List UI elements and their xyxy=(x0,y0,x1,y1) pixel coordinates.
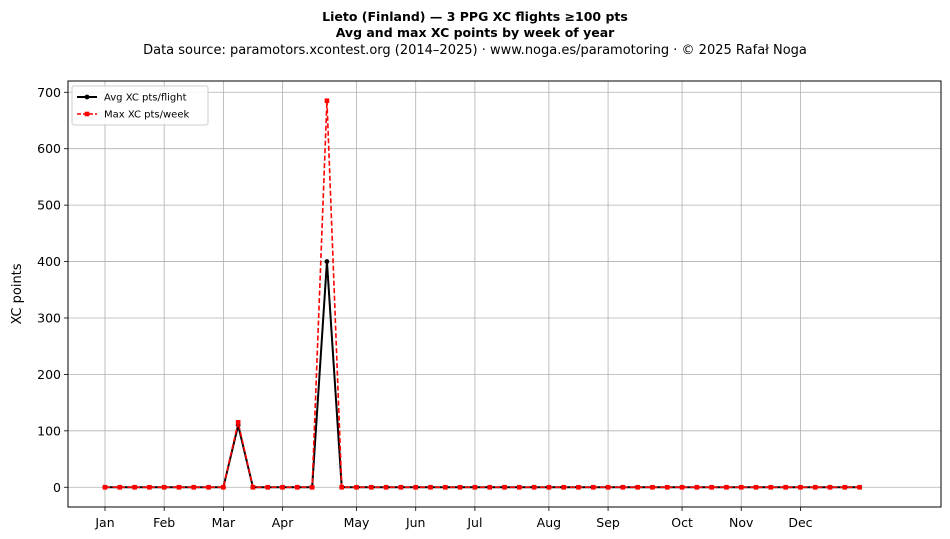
data-point-max xyxy=(265,484,271,490)
data-point-max xyxy=(753,484,759,490)
legend-label: Avg XC pts/flight xyxy=(104,93,187,104)
data-point-max xyxy=(221,484,226,490)
series-line-max xyxy=(104,99,860,489)
grid-lines xyxy=(68,81,941,507)
data-point-max xyxy=(709,484,714,490)
legend: Avg XC pts/flight Max XC pts/week xyxy=(71,85,209,126)
data-point-max xyxy=(546,484,552,490)
data-point-max xyxy=(117,484,123,490)
data-point-max xyxy=(724,484,729,490)
data-point-max xyxy=(339,484,345,490)
data-point-max xyxy=(250,484,256,490)
data-point-max xyxy=(798,484,803,490)
legend-label: Max XC pts/week xyxy=(104,110,189,121)
chart-source-note: Data source: paramotors.xcontest.org (20… xyxy=(143,43,807,58)
data-point-max xyxy=(768,484,774,490)
data-point-max xyxy=(738,484,744,490)
x-tick-label: Oct xyxy=(671,515,693,530)
data-point-max xyxy=(398,484,404,490)
data-point-max xyxy=(576,484,581,490)
x-tick-label: Mar xyxy=(212,515,236,530)
legend-box xyxy=(71,85,209,126)
data-point-max xyxy=(827,484,833,490)
y-axis-label: XC points xyxy=(10,263,25,324)
data-point-max xyxy=(295,484,300,490)
data-point-max xyxy=(635,484,640,490)
data-point-max xyxy=(457,484,463,490)
data-point-max xyxy=(191,484,197,490)
x-tick-label: May xyxy=(344,515,370,530)
x-tick-label: Sep xyxy=(596,515,620,530)
data-point-max xyxy=(783,484,788,490)
data-point-max xyxy=(857,484,862,490)
data-point-max xyxy=(590,484,596,490)
data-point-max xyxy=(694,484,700,490)
data-point-max xyxy=(487,484,493,490)
data-point-max xyxy=(369,484,374,490)
x-tick-label: Jul xyxy=(466,515,482,530)
data-point-max xyxy=(147,484,152,490)
data-point-max xyxy=(280,484,285,490)
data-point-max xyxy=(132,484,137,490)
data-point-max xyxy=(176,484,182,490)
legend-swatch-marker xyxy=(84,94,90,100)
y-tick-label: 0 xyxy=(53,480,61,495)
data-point-max xyxy=(354,484,359,490)
data-point-max xyxy=(620,484,626,490)
series-layer xyxy=(102,98,863,490)
data-point-max xyxy=(664,484,670,490)
data-point-max xyxy=(413,484,419,490)
y-tick-label: 600 xyxy=(37,141,61,156)
data-point-max xyxy=(443,484,448,490)
data-point-max xyxy=(531,484,537,490)
y-tick-label: 700 xyxy=(37,85,61,100)
data-point-max xyxy=(561,484,566,490)
x-axis: Jan Feb Mar Apr May Jun Jul Aug Sep Oct Nov Dec xyxy=(94,507,813,530)
data-point-max xyxy=(472,484,478,490)
y-tick-label: 100 xyxy=(37,423,61,438)
legend-swatch-marker xyxy=(84,111,90,117)
data-point-avg xyxy=(324,259,330,264)
data-point-max xyxy=(428,484,433,490)
data-point-max xyxy=(650,484,655,490)
data-point-max xyxy=(324,98,330,104)
chart-title: Lieto (Finland) — 3 PPG XC flights ≥100 … xyxy=(322,9,628,24)
data-point-max xyxy=(161,484,167,490)
x-tick-label: Jan xyxy=(94,515,114,530)
x-tick-label: Nov xyxy=(729,515,754,530)
y-tick-label: 200 xyxy=(37,367,61,382)
plot-frame xyxy=(67,80,942,508)
data-point-max xyxy=(102,484,108,490)
x-tick-label: Jun xyxy=(405,515,426,530)
data-point-max xyxy=(383,484,389,490)
data-point-max xyxy=(679,484,685,490)
data-point-max xyxy=(235,420,241,425)
y-tick-label: 500 xyxy=(37,198,61,213)
y-tick-label: 400 xyxy=(37,254,61,269)
data-point-max xyxy=(605,484,611,490)
y-axis: 0 100 200 300 400 500 600 700 xyxy=(37,85,68,495)
data-point-max xyxy=(812,484,818,490)
x-tick-label: Aug xyxy=(537,515,561,530)
data-point-max xyxy=(516,484,522,490)
data-point-max xyxy=(206,484,211,490)
data-point-max xyxy=(309,484,315,490)
x-tick-label: Dec xyxy=(788,515,812,530)
chart-subtitle-main: Avg and max XC points by week of year xyxy=(335,25,615,40)
x-tick-label: Feb xyxy=(153,515,175,530)
x-tick-label: Apr xyxy=(272,515,294,530)
data-point-max xyxy=(502,484,507,490)
data-point-max xyxy=(842,484,848,490)
y-tick-label: 300 xyxy=(37,310,61,325)
